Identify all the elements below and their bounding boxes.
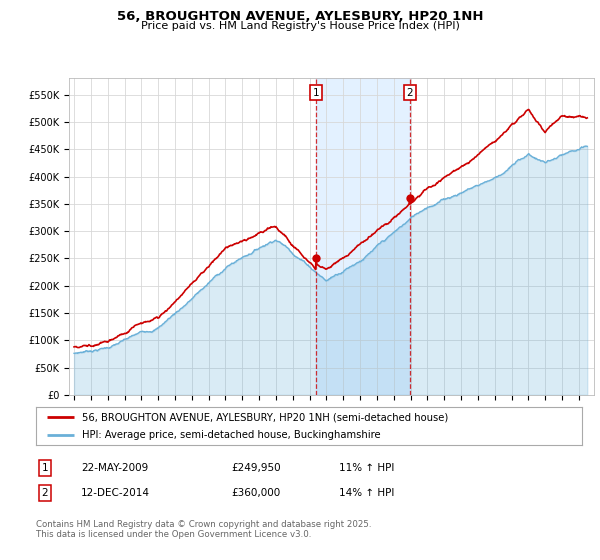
Text: 11% ↑ HPI: 11% ↑ HPI [339, 463, 394, 473]
Text: HPI: Average price, semi-detached house, Buckinghamshire: HPI: Average price, semi-detached house,… [82, 430, 381, 440]
Bar [316, 78, 410, 395]
Text: 1: 1 [313, 88, 320, 98]
Text: 2: 2 [41, 488, 49, 498]
Text: £360,000: £360,000 [231, 488, 280, 498]
Text: 22-MAY-2009: 22-MAY-2009 [81, 463, 148, 473]
Text: £249,950: £249,950 [231, 463, 281, 473]
Text: 56, BROUGHTON AVENUE, AYLESBURY, HP20 1NH: 56, BROUGHTON AVENUE, AYLESBURY, HP20 1N… [117, 10, 483, 23]
Text: 2: 2 [406, 88, 413, 98]
Text: 1: 1 [41, 463, 49, 473]
Text: 14% ↑ HPI: 14% ↑ HPI [339, 488, 394, 498]
Text: Contains HM Land Registry data © Crown copyright and database right 2025.
This d: Contains HM Land Registry data © Crown c… [36, 520, 371, 539]
Text: Price paid vs. HM Land Registry's House Price Index (HPI): Price paid vs. HM Land Registry's House … [140, 21, 460, 31]
Text: 56, BROUGHTON AVENUE, AYLESBURY, HP20 1NH (semi-detached house): 56, BROUGHTON AVENUE, AYLESBURY, HP20 1N… [82, 412, 449, 422]
Text: 12-DEC-2014: 12-DEC-2014 [81, 488, 150, 498]
